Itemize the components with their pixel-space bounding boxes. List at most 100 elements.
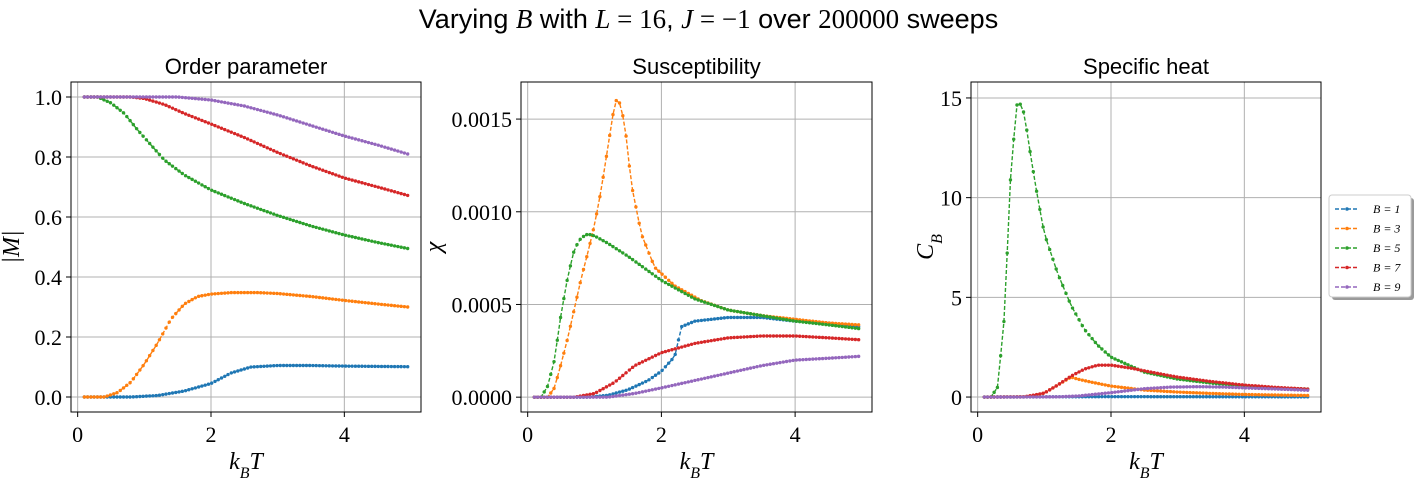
data-point xyxy=(1188,395,1192,399)
data-point xyxy=(794,358,799,362)
data-point xyxy=(663,385,668,389)
data-point xyxy=(824,356,828,361)
data-point xyxy=(555,338,559,342)
data-point xyxy=(689,320,694,325)
data-point xyxy=(591,395,596,399)
data-point xyxy=(1054,384,1058,388)
data-point xyxy=(190,96,194,101)
data-point xyxy=(334,173,338,177)
data-point xyxy=(396,149,400,153)
series-line-b-7 xyxy=(984,364,1308,398)
data-point xyxy=(765,314,769,319)
y-axis-label: |M| xyxy=(0,230,25,263)
data-point xyxy=(676,382,681,386)
x-tick-label: 0 xyxy=(972,422,983,447)
data-point xyxy=(1119,389,1124,394)
data-point xyxy=(719,337,723,341)
data-point xyxy=(249,138,253,143)
data-point xyxy=(213,189,217,194)
data-point xyxy=(337,174,341,178)
data-point xyxy=(288,155,292,160)
data-point xyxy=(200,97,204,101)
data-point xyxy=(311,363,315,368)
data-point xyxy=(657,269,661,273)
data-point xyxy=(203,293,207,297)
data-point xyxy=(1123,361,1127,366)
legend-marker xyxy=(1345,207,1349,211)
data-point xyxy=(837,321,841,326)
series-b-9 xyxy=(82,95,410,156)
data-point xyxy=(167,95,171,99)
data-point xyxy=(663,280,668,285)
data-point xyxy=(712,303,717,308)
data-point xyxy=(594,390,599,395)
data-point xyxy=(1266,387,1271,391)
data-point xyxy=(1243,383,1248,387)
data-point xyxy=(170,106,175,110)
data-point xyxy=(837,355,841,360)
data-point xyxy=(118,388,122,393)
data-point xyxy=(647,378,651,382)
data-point xyxy=(1142,394,1147,399)
data-point xyxy=(1106,383,1111,388)
data-point xyxy=(1273,393,1277,397)
data-point xyxy=(1145,394,1150,399)
data-point xyxy=(272,364,276,368)
data-point xyxy=(1240,395,1245,399)
data-point xyxy=(386,303,390,307)
data-point xyxy=(689,295,694,299)
panel-title: Specific heat xyxy=(1083,54,1209,79)
data-point xyxy=(712,338,717,342)
data-point xyxy=(689,342,694,346)
data-point xyxy=(373,364,377,369)
data-point xyxy=(187,299,191,304)
data-point xyxy=(324,364,328,368)
data-point xyxy=(1263,393,1267,397)
data-point xyxy=(729,370,733,375)
data-point xyxy=(255,290,260,295)
data-point xyxy=(82,95,87,99)
data-point xyxy=(1204,379,1209,383)
data-point xyxy=(1188,390,1192,395)
data-point xyxy=(285,292,289,297)
data-point xyxy=(650,388,654,392)
data-point xyxy=(1191,377,1196,381)
data-point xyxy=(389,303,394,308)
data-point xyxy=(399,364,403,369)
data-point xyxy=(288,117,292,121)
data-point xyxy=(1110,390,1114,395)
data-point xyxy=(719,316,723,320)
data-point xyxy=(1276,387,1280,391)
data-point xyxy=(92,95,96,99)
data-point xyxy=(617,249,622,253)
suptitle-equals-2: = − xyxy=(693,4,738,34)
data-point xyxy=(758,313,763,318)
data-point xyxy=(581,234,586,239)
data-point xyxy=(552,386,556,391)
data-point xyxy=(203,120,207,124)
data-point xyxy=(229,371,233,375)
data-point xyxy=(128,118,132,123)
data-point xyxy=(745,311,749,315)
data-point xyxy=(634,260,638,264)
data-point xyxy=(847,355,851,359)
data-point xyxy=(1247,386,1251,390)
data-point xyxy=(804,334,808,339)
data-point xyxy=(725,336,730,340)
data-point xyxy=(288,363,292,368)
data-point xyxy=(617,101,622,105)
data-point xyxy=(327,364,331,368)
data-point xyxy=(817,357,822,361)
data-point xyxy=(370,141,374,146)
data-point xyxy=(571,250,576,254)
data-point xyxy=(624,392,628,397)
data-point xyxy=(1123,365,1127,369)
data-point xyxy=(778,360,782,365)
data-point xyxy=(1149,386,1153,390)
data-point xyxy=(588,241,592,246)
data-point xyxy=(722,307,727,311)
data-point xyxy=(1159,395,1163,399)
data-point xyxy=(1047,395,1052,399)
data-point xyxy=(545,384,550,389)
data-point xyxy=(337,231,341,236)
